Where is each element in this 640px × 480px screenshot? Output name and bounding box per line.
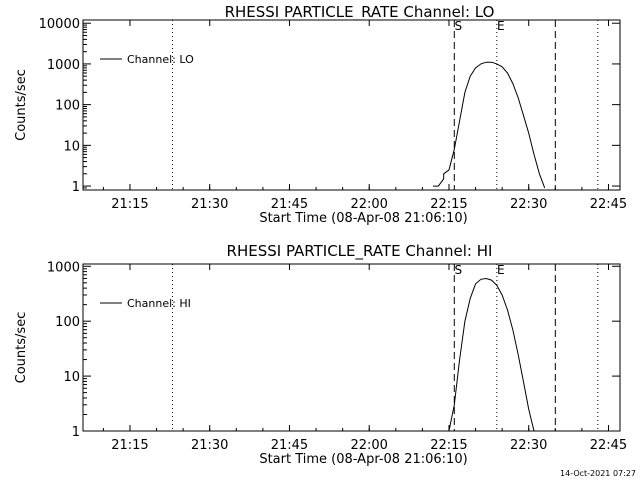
chart-title: RHESSI PARTICLE_RATE Channel: HI — [227, 242, 493, 261]
chart-title: RHESSI PARTICLE_RATE Channel: LO — [225, 3, 495, 22]
x-tick-label: 22:45 — [590, 197, 627, 212]
x-tick-label: 21:15 — [111, 438, 148, 453]
y-tick-label: 1000 — [47, 260, 80, 275]
legend-label: Channel: HI — [127, 297, 191, 310]
y-tick-label: 1000 — [47, 58, 80, 73]
time-marker-label: S — [454, 19, 462, 33]
y-axis-label: Counts/sec — [14, 312, 29, 384]
time-marker-label: E — [497, 19, 505, 33]
chart-panel-2: RHESSI PARTICLE_RATE Channel: HI 21:15 21:… — [14, 242, 627, 467]
y-tick-label: 1 — [72, 180, 80, 195]
plot-frame — [82, 19, 621, 191]
series-line — [433, 61, 546, 189]
x-tick-label: 22:30 — [510, 438, 547, 453]
x-tick-label: 21:30 — [191, 197, 228, 212]
y-tick-label: 100 — [55, 99, 80, 114]
x-tick-label: 22:30 — [510, 197, 547, 212]
x-axis-label: Start Time (08-Apr-08 21:06:10) — [259, 211, 467, 226]
y-tick-label: 10 — [63, 370, 80, 385]
y-tick-label: 1 — [72, 425, 80, 440]
chart-panel-1: RHESSI PARTICLE_RATE Channel: LO 21:15 21:… — [14, 3, 627, 226]
x-tick-label: 21:45 — [271, 197, 308, 212]
time-marker-label: E — [497, 263, 505, 277]
footer-timestamp: 14-Oct-2021 07:27 — [560, 469, 636, 478]
series-line — [448, 277, 535, 432]
x-tick-label: 21:30 — [191, 438, 228, 453]
y-axis-label: Counts/sec — [14, 69, 29, 141]
x-tick-label: 21:15 — [111, 197, 148, 212]
legend-label: Channel: LO — [127, 53, 194, 66]
time-marker-label: S — [454, 263, 462, 277]
x-tick-label: 22:00 — [350, 197, 387, 212]
x-tick-label: 21:45 — [271, 438, 308, 453]
x-tick-label: 22:45 — [590, 438, 627, 453]
x-axis-label: Start Time (08-Apr-08 21:06:10) — [259, 452, 467, 467]
plot-frame — [82, 263, 621, 432]
x-tick-label: 22:15 — [430, 197, 467, 212]
x-tick-label: 22:15 — [430, 438, 467, 453]
y-tick-label: 10000 — [39, 17, 80, 32]
y-tick-label: 100 — [55, 315, 80, 330]
x-tick-label: 22:00 — [350, 438, 387, 453]
y-tick-label: 10 — [63, 139, 80, 154]
